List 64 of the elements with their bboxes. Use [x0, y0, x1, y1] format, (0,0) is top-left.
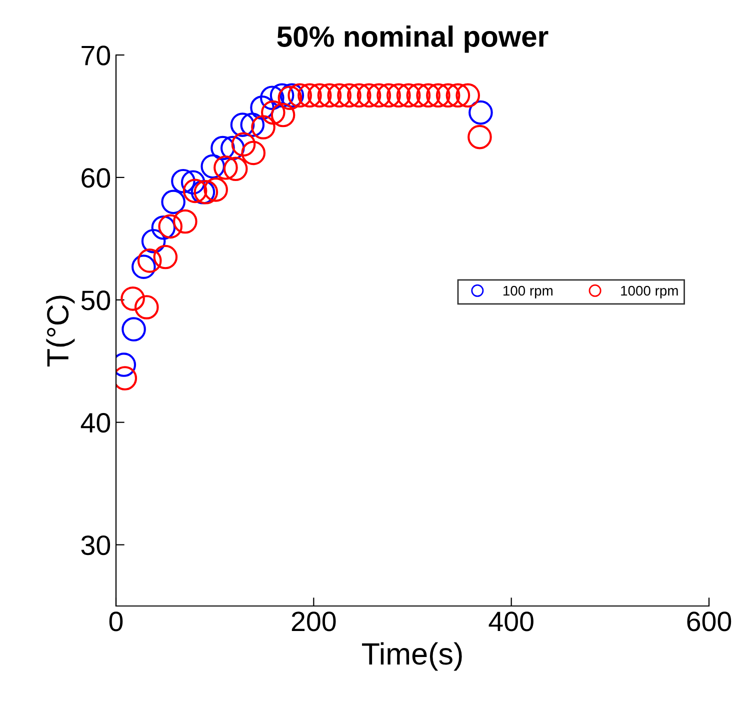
point: [151, 215, 176, 240]
x-axis-title: Time(s): [362, 642, 462, 671]
y-tick-label: 60: [82, 168, 110, 188]
point: [288, 83, 312, 108]
point: [260, 86, 284, 110]
point: [356, 83, 382, 108]
point: [317, 83, 342, 108]
point: [158, 214, 183, 239]
point: [153, 244, 178, 270]
chart-title: 50% nominal power: [277, 26, 548, 53]
point: [436, 83, 460, 108]
point: [468, 100, 493, 125]
point: [180, 170, 206, 194]
point: [214, 155, 238, 180]
point: [182, 178, 208, 204]
x-tick-label: 200: [292, 612, 336, 632]
point: [134, 295, 159, 320]
point: [298, 83, 322, 108]
point: [161, 190, 186, 214]
point: [426, 83, 450, 108]
point: [396, 83, 421, 108]
y-tick-label: 50: [81, 290, 110, 310]
point: [204, 178, 228, 202]
point: [346, 83, 372, 108]
point: [456, 83, 480, 108]
point: [122, 317, 146, 342]
point: [241, 140, 266, 166]
point: [220, 136, 245, 160]
y-tick-label: 30: [81, 535, 110, 556]
point: [416, 83, 440, 108]
point: [337, 83, 362, 108]
x-tick-label: 600: [687, 612, 732, 632]
point: [386, 83, 411, 108]
point: [137, 248, 162, 273]
point: [307, 83, 332, 108]
point: [120, 286, 145, 311]
point: [251, 115, 276, 140]
y-tick-label: 40: [80, 413, 110, 433]
point: [270, 102, 296, 128]
point: [210, 136, 235, 160]
point: [200, 154, 226, 179]
point: [173, 209, 198, 234]
point: [171, 168, 196, 194]
point: [231, 132, 256, 157]
point: [446, 83, 470, 108]
point: [141, 228, 166, 254]
x-tick-label: 400: [488, 612, 534, 632]
point: [468, 124, 492, 150]
y-tick-label: 70: [82, 46, 110, 66]
point: [270, 83, 294, 108]
x-tick-label: 0: [109, 612, 123, 632]
point: [366, 83, 392, 108]
y-axis-title: T(°C): [46, 296, 75, 366]
point: [230, 112, 255, 137]
point: [240, 112, 265, 137]
legend-label: 100 rpm: [503, 286, 552, 298]
point: [327, 83, 352, 108]
legend-label: 1000 rpm: [621, 286, 678, 298]
point: [223, 156, 248, 182]
point: [376, 83, 401, 108]
point: [406, 83, 431, 108]
point: [132, 254, 156, 279]
point: [260, 100, 286, 125]
point: [250, 95, 274, 120]
